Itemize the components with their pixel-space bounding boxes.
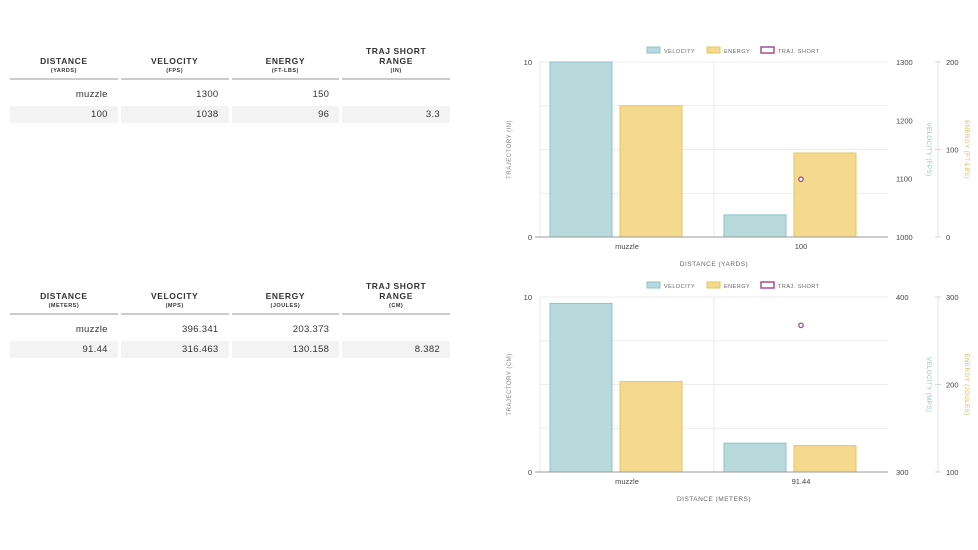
y-tick-label-velocity: 1000 [896, 233, 913, 242]
y-tick-label-energy: 300 [946, 293, 959, 302]
legend-swatch [706, 281, 721, 289]
table-cell: muzzle [75, 324, 108, 335]
table-cell: 3.3 [342, 106, 450, 123]
y-tick-label-velocity: 1100 [896, 175, 912, 184]
y-axis-label-energy: ENERGY (FT-LBS) [963, 120, 970, 179]
table-cell: 100 [10, 106, 118, 123]
bar-velocity [549, 61, 613, 238]
bar-energy [619, 381, 683, 473]
table-cell: 150 [312, 89, 330, 100]
legend-label: VELOCITY [664, 284, 695, 290]
legend-swatch [706, 46, 721, 54]
x-tick-label: muzzle [615, 242, 639, 251]
table-cell: 203.373 [292, 324, 330, 335]
legend-swatch [760, 46, 775, 54]
y-tick-label-velocity: 400 [896, 293, 909, 302]
legend-label: ENERGY [724, 49, 750, 55]
bar-energy [619, 105, 683, 238]
legend-label: TRAJ. SHORT [778, 284, 820, 290]
table-cell: 8.382 [342, 341, 450, 358]
column-header-energy: ENERGY (JOULES) [231, 275, 340, 315]
ballistics-chart-metric: VELOCITY ENERGY TRAJ. SHORT muzzle 91.44 DIST… [506, 281, 970, 503]
y-tick-label-velocity: 1200 [896, 116, 913, 125]
legend-label: ENERGY [724, 284, 750, 290]
table-row: muzzle 396.341 203.373 [10, 321, 450, 338]
traj-point [798, 176, 804, 183]
column-header-energy: ENERGY (FT-LBS) [231, 40, 340, 80]
ballistics-table-metric: DISTANCE (METERS) VELOCITY (MPS) ENERGY … [10, 275, 450, 358]
y-tick-label-energy: 200 [946, 58, 959, 67]
table-cell: muzzle [75, 89, 108, 100]
y-tick-label-velocity: 1300 [896, 58, 913, 67]
table-row: 91.44 316.463 130.158 8.382 [10, 341, 450, 358]
bar-energy [793, 152, 857, 238]
y-tick-label-trajectory: 0 [528, 468, 532, 477]
bar-velocity [723, 214, 787, 238]
y-tick-label-trajectory: 10 [524, 58, 532, 67]
y-tick-label-trajectory: 0 [528, 233, 532, 242]
y-tick-label-energy: 200 [946, 381, 959, 390]
table-header: DISTANCE (YARDS) VELOCITY (FPS) ENERGY (… [10, 40, 450, 80]
x-tick-label: 100 [795, 242, 808, 251]
traj-point [798, 322, 804, 329]
column-header-distance: DISTANCE (YARDS) [10, 40, 118, 80]
x-axis-label: DISTANCE (METERS) [677, 496, 751, 503]
y-axis-label-trajectory: TRAJECTORY (IN) [506, 120, 513, 179]
column-header-velocity: VELOCITY (FPS) [120, 40, 229, 80]
legend-label: VELOCITY [664, 49, 695, 55]
column-header-trajectory: TRAJ SHORT RANGE (CM) [342, 275, 450, 315]
y-tick-label-trajectory: 10 [524, 293, 532, 302]
x-tick-label: 91.44 [792, 477, 811, 486]
column-header-trajectory: TRAJ SHORT RANGE (IN) [342, 40, 450, 80]
table-cell: 316.463 [120, 341, 229, 358]
y-tick-label-energy: 100 [946, 468, 959, 477]
legend-label: TRAJ. SHORT [778, 49, 820, 55]
bar-velocity [723, 442, 787, 473]
table-cell: 91.44 [10, 341, 118, 358]
y-tick-label-energy: 0 [946, 233, 950, 242]
x-tick-label: muzzle [615, 477, 639, 486]
column-header-velocity: VELOCITY (MPS) [120, 275, 229, 315]
table-cell [342, 321, 450, 338]
x-axis-label: DISTANCE (YARDS) [680, 261, 748, 268]
legend-swatch [760, 281, 775, 289]
table-cell: 1038 [120, 106, 229, 123]
table-cell: 130.158 [231, 341, 340, 358]
bar-velocity [549, 302, 613, 473]
table-row: 100 1038 96 3.3 [10, 106, 450, 123]
y-tick-label-energy: 100 [946, 146, 959, 155]
y-axis-label-velocity: VELOCITY (MPS) [925, 357, 932, 412]
y-axis-label-trajectory: TRAJECTORY (CM) [506, 353, 513, 415]
table-header: DISTANCE (METERS) VELOCITY (MPS) ENERGY … [10, 275, 450, 315]
y-axis-label-velocity: VELOCITY (FPS) [925, 123, 932, 177]
column-header-distance: DISTANCE (METERS) [10, 275, 118, 315]
table-cell: 396.341 [182, 324, 219, 335]
y-axis-label-energy: ENERGY (JOULES) [963, 354, 970, 416]
y-tick-label-velocity: 300 [896, 468, 909, 477]
table-cell: 96 [231, 106, 340, 123]
ballistics-table-imperial: DISTANCE (YARDS) VELOCITY (FPS) ENERGY (… [10, 40, 450, 123]
legend-swatch [646, 281, 661, 289]
legend-swatch [646, 46, 661, 54]
bar-energy [793, 445, 857, 473]
table-row: muzzle 1300 150 [10, 86, 450, 103]
table-cell: 1300 [196, 89, 219, 100]
table-cell [342, 86, 450, 103]
